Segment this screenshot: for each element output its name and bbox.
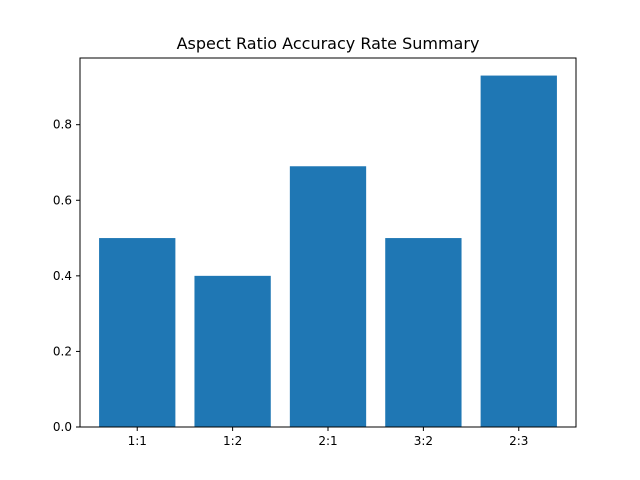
bar-2-3: [480, 75, 557, 428]
plot-frame: [79, 57, 577, 428]
y-tick-label: 0.8: [53, 118, 72, 132]
y-axis: 0.0 0.2 0.4 0.6 0.8: [53, 118, 80, 434]
chart-title: Aspect Ratio Accuracy Rate Summary: [177, 34, 480, 53]
x-tick-label: 3:2: [414, 434, 433, 448]
bar-1-2: [194, 275, 271, 427]
x-tick-label: 2:3: [509, 434, 528, 448]
bar-2-1: [289, 166, 367, 427]
y-tick-label: 0.6: [53, 193, 72, 207]
bar-3-2: [385, 238, 462, 427]
y-tick-label: 0.4: [53, 269, 72, 283]
x-axis: 1:1 1:2 2:1 3:2 2:3: [128, 427, 528, 448]
x-tick-label: 1:2: [223, 434, 242, 448]
bar-1-1: [99, 238, 176, 427]
y-tick-label: 0.0: [53, 420, 72, 434]
bars-layer: [99, 75, 557, 428]
y-tick-label: 0.2: [53, 344, 72, 358]
x-tick-label: 1:1: [128, 434, 147, 448]
x-tick-label: 2:1: [318, 434, 337, 448]
